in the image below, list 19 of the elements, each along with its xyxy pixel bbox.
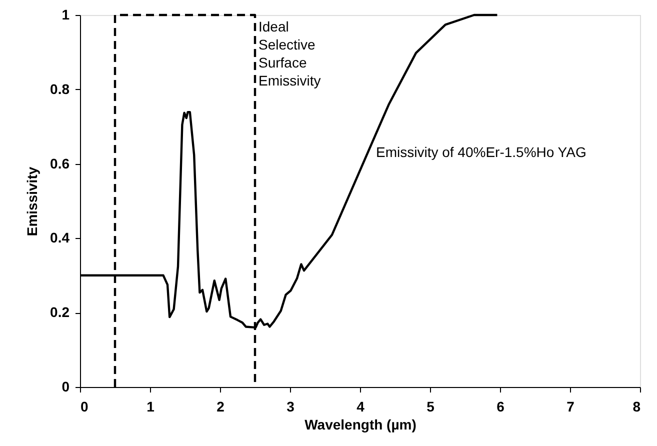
y-tick-label: 0.8	[50, 80, 70, 97]
x-axis-title: Wavelength (µm)	[304, 416, 416, 432]
x-tick-label: 1	[146, 398, 155, 414]
y-tick-label: 0	[62, 378, 70, 394]
y-tick-label: 0.6	[50, 155, 70, 172]
x-tick-label: 7	[566, 398, 575, 414]
y-tick-label: 0.2	[50, 304, 70, 320]
y-axis-title: Emissivity	[24, 166, 40, 236]
x-tick-label: 6	[496, 398, 505, 414]
x-tick-label: 5	[426, 398, 435, 414]
annotation: Emissivity of 40%Er-1.5%Ho YAG	[376, 144, 586, 160]
x-tick-label: 4	[356, 398, 365, 414]
x-tick-label: 2	[216, 398, 225, 414]
annotation: Ideal Selective Surface Emissivity	[258, 18, 321, 89]
x-tick-label: 8	[632, 398, 641, 414]
x-tick-label: 3	[286, 398, 295, 414]
y-tick-label: 1	[62, 6, 70, 22]
x-tick-label: 0	[80, 398, 88, 414]
y-tick-label: 0.4	[50, 230, 70, 246]
